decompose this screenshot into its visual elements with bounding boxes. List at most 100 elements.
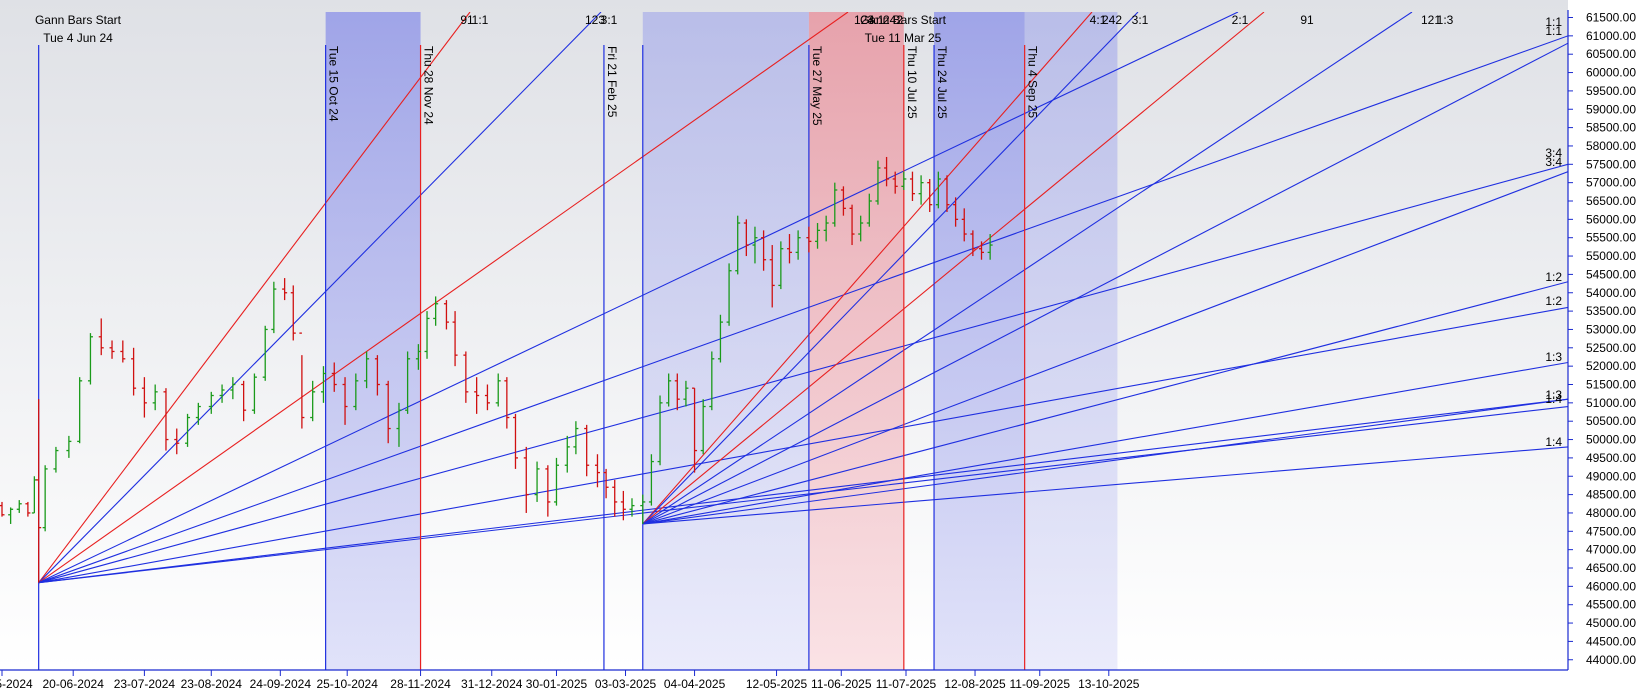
y-tick-label: 54500.00 (1586, 267, 1636, 281)
y-tick-label: 45000.00 (1586, 616, 1636, 630)
ohlc-bar (629, 498, 635, 517)
x-tick-label: 25-10-2024 (317, 677, 379, 691)
x-tick-label: 11-06-2025 (811, 677, 872, 691)
x-axis-background (0, 670, 1637, 700)
ohlc-bar (564, 435, 570, 473)
right-ratio-label: 3:4 (1545, 155, 1562, 169)
ohlc-bar (944, 175, 950, 213)
ohlc-bar (970, 230, 976, 257)
ohlc-bar (901, 171, 907, 190)
ohlc-bar (504, 377, 510, 429)
ohlc-bar (230, 377, 236, 400)
ohlc-bar (657, 395, 663, 466)
gann-fan-line (38, 405, 1568, 584)
ohlc-bar (778, 241, 784, 290)
ohlc-bar (77, 377, 83, 444)
time-zone-shade (325, 12, 421, 670)
y-tick-label: 47500.00 (1586, 524, 1636, 538)
ohlc-bar (806, 226, 812, 253)
ohlc-bar (396, 402, 402, 447)
ohlc-bar (8, 507, 14, 524)
y-tick-label: 47000.00 (1586, 543, 1636, 557)
gann-start-label: Gann Bars Start (860, 13, 947, 27)
ohlc-bar (815, 223, 821, 249)
top-ratio-label: 91 (1300, 13, 1314, 27)
ohlc-bar (342, 377, 348, 425)
ohlc-bar (251, 373, 257, 414)
ohlc-bar (979, 241, 985, 260)
ohlc-bar (858, 215, 864, 242)
ohlc-bar (484, 384, 490, 411)
y-tick-label: 57500.00 (1586, 157, 1636, 171)
ohlc-bar (98, 318, 104, 356)
gann-fan-line (38, 12, 1239, 584)
ohlc-bar (364, 351, 370, 389)
y-tick-label: 59000.00 (1586, 102, 1636, 116)
x-tick-label: 30-01-2025 (526, 677, 588, 691)
ohlc-bar (495, 373, 501, 407)
ohlc-bar (692, 387, 698, 473)
gann-fan-line (38, 12, 471, 584)
ohlc-bar (700, 399, 706, 455)
x-tick-label: 28-11-2024 (390, 677, 451, 691)
right-ratio-label: 1:4 (1545, 392, 1562, 406)
gann-fan-line (642, 12, 1139, 525)
ohlc-bar (961, 208, 967, 242)
ohlc-bar (823, 215, 829, 242)
ohlc-bar (0, 501, 5, 517)
ohlc-bar (271, 281, 277, 334)
right-ratio-label: 1:2 (1545, 294, 1562, 308)
ohlc-bar (185, 413, 191, 447)
right-ratio-label: 1:4 (1545, 435, 1562, 449)
ohlc-bar (452, 311, 458, 367)
ohlc-bar (331, 362, 337, 392)
y-tick-label: 61500.00 (1586, 11, 1636, 25)
x-tick-label: 03-03-2025 (595, 677, 657, 691)
ohlc-bar (474, 377, 480, 414)
x-tick-label: 23-08-2024 (181, 677, 243, 691)
y-tick-label: 55500.00 (1586, 231, 1636, 245)
gann-fan-line (642, 398, 1568, 525)
ohlc-bar (674, 373, 680, 411)
ohlc-bar (299, 332, 305, 429)
y-tick-label: 50500.00 (1586, 414, 1636, 428)
ohlc-bar (443, 300, 449, 330)
x-tick-label: 11-09-2025 (1010, 677, 1071, 691)
y-tick-label: 49000.00 (1586, 469, 1636, 483)
y-tick-label: 59500.00 (1586, 84, 1636, 98)
gann-fan-line (38, 163, 1568, 584)
ohlc-bar (603, 468, 609, 499)
ohlc-bar (374, 355, 380, 396)
ohlc-bar (935, 171, 941, 209)
gann-fan-line (38, 12, 602, 584)
y-tick-label: 46000.00 (1586, 579, 1636, 593)
y-tick-label: 51500.00 (1586, 378, 1636, 392)
ohlc-bar (545, 465, 551, 517)
vertical-date-label: Tue 27 May 25 (810, 46, 824, 126)
ohlc-bar (195, 402, 201, 425)
time-zone-shade (1024, 12, 1118, 670)
y-tick-label: 48500.00 (1586, 488, 1636, 502)
top-ratio-label: 4:1 (1090, 13, 1107, 27)
ohlc-bar (131, 347, 137, 396)
top-ratio-label: 3:1 (1132, 13, 1149, 27)
y-tick-label: 50000.00 (1586, 433, 1636, 447)
ohlc-bar (512, 413, 518, 469)
top-ratio-label: 91 (460, 13, 474, 27)
vertical-date-label: Thu 24 Jul 25 (935, 46, 949, 119)
ohlc-bar (310, 380, 316, 422)
gann-fan-line (642, 12, 1413, 525)
time-zone-shade (642, 12, 809, 670)
x-tick-label: 24-09-2024 (250, 677, 312, 691)
x-tick-label: 13-10-2025 (1078, 677, 1140, 691)
ohlc-bar (424, 311, 430, 359)
y-tick-label: 56000.00 (1586, 212, 1636, 226)
ohlc-bar (726, 263, 732, 326)
ohlc-bar (832, 182, 838, 227)
y-tick-label: 60000.00 (1586, 66, 1636, 80)
ohlc-bar (840, 186, 846, 216)
ohlc-bar (640, 494, 646, 524)
x-tick-label: 18-05-2024 (0, 677, 33, 691)
ohlc-bar (219, 384, 225, 403)
